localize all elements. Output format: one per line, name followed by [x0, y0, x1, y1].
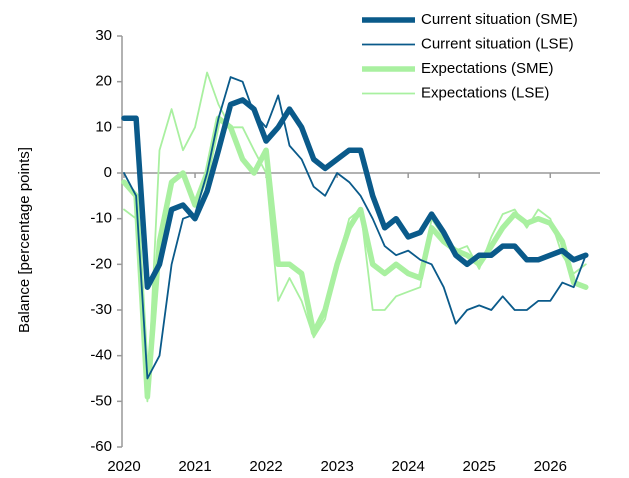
- legend-label: Current situation (SME): [421, 11, 578, 28]
- y-tick-label: 10: [95, 118, 112, 135]
- series-line: [121, 97, 589, 290]
- series-line: [123, 71, 587, 403]
- y-axis-label: Balance [percentage points]: [16, 147, 33, 333]
- x-tick-label: 2023: [320, 458, 353, 475]
- legend-label: Expectations (SME): [421, 60, 554, 77]
- y-tick-label: 0: [104, 164, 112, 181]
- x-tick-label: 2021: [178, 458, 211, 475]
- legend-label: Current situation (LSE): [421, 35, 574, 52]
- y-tick-label: -30: [90, 301, 112, 318]
- x-tick-label: 2026: [534, 458, 567, 475]
- series-line: [121, 115, 589, 400]
- y-tick-label: -40: [90, 347, 112, 364]
- series-line: [123, 76, 587, 380]
- y-tick-label: 30: [95, 27, 112, 44]
- y-tick-label: -10: [90, 210, 112, 227]
- legend-label: Expectations (LSE): [421, 84, 549, 101]
- y-tick-label: -50: [90, 392, 112, 409]
- x-tick-label: 2024: [391, 458, 424, 475]
- x-tick-label: 2022: [249, 458, 282, 475]
- y-tick-label: -60: [90, 438, 112, 455]
- x-tick-label: 2020: [107, 458, 140, 475]
- y-tick-label: -20: [90, 255, 112, 272]
- x-tick-label: 2025: [463, 458, 496, 475]
- y-tick-label: 20: [95, 73, 112, 90]
